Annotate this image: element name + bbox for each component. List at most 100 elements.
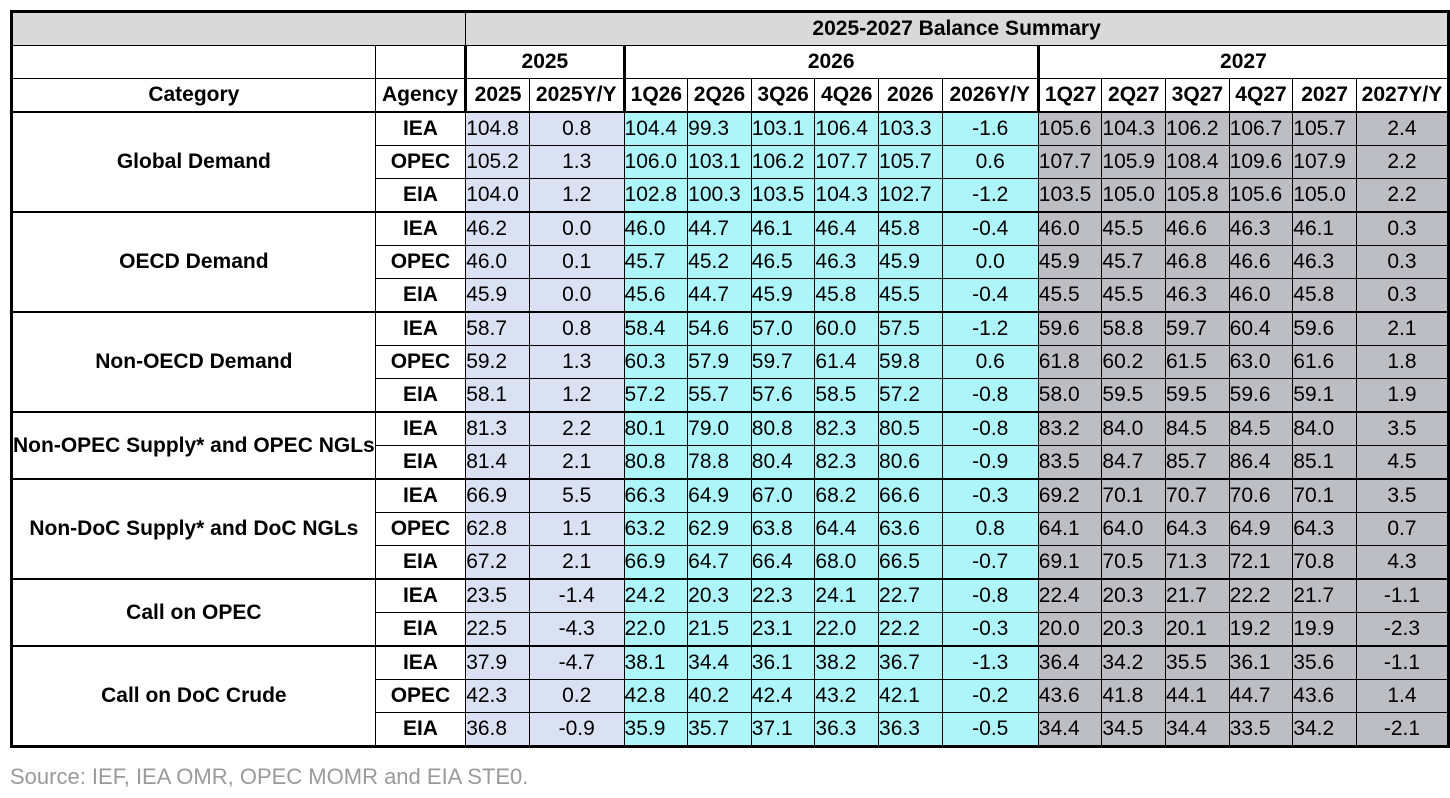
value-cell: 59.1 <box>1292 378 1357 413</box>
value-cell: 4.3 <box>1355 545 1450 580</box>
value-cell: 44.1 <box>1165 679 1230 713</box>
value-cell: 83.5 <box>1037 445 1103 480</box>
value-cell: 0.0 <box>528 211 625 246</box>
value-cell: 4.5 <box>1355 445 1450 480</box>
column-header: 4Q26 <box>814 78 880 113</box>
value-cell: 105.6 <box>1037 111 1103 146</box>
value-cell: 20.1 <box>1165 612 1230 647</box>
agency-cell: OPEC <box>374 512 467 546</box>
value-cell: 61.6 <box>1292 345 1357 379</box>
column-header: 2Q26 <box>687 78 752 113</box>
value-cell: 64.4 <box>814 512 880 546</box>
value-cell: 46.0 <box>1228 278 1294 313</box>
value-cell: 23.1 <box>750 612 816 647</box>
column-header: Agency <box>374 78 468 113</box>
column-header: 2025 <box>465 78 530 113</box>
value-cell: 38.2 <box>814 645 880 680</box>
value-cell: 20.0 <box>1037 612 1103 647</box>
value-cell: 67.0 <box>750 478 816 513</box>
value-cell: 66.6 <box>878 478 943 513</box>
value-cell: 64.1 <box>1037 512 1103 546</box>
value-cell: 84.5 <box>1228 411 1294 446</box>
table-row: Call on DoC Crude IEA 37.9 -4.7 38.1 34.4 36.1… <box>11 645 1450 747</box>
value-cell: 71.3 <box>1165 545 1230 580</box>
value-cell: 0.6 <box>941 145 1039 179</box>
value-cell: 42.8 <box>623 679 689 713</box>
value-cell: 64.7 <box>687 545 752 580</box>
value-cell: 70.5 <box>1101 545 1167 580</box>
value-cell: 85.1 <box>1292 445 1357 480</box>
value-cell: 105.0 <box>1292 178 1357 213</box>
value-cell: 58.8 <box>1101 311 1167 346</box>
value-cell: 103.1 <box>750 111 816 146</box>
value-cell: 64.3 <box>1292 512 1357 546</box>
value-cell: 63.8 <box>750 512 816 546</box>
value-cell: -1.2 <box>941 178 1039 213</box>
value-cell: 1.3 <box>528 345 625 379</box>
value-cell: 80.8 <box>623 445 689 480</box>
agency-cell: IEA <box>374 478 467 513</box>
value-cell: 45.6 <box>623 278 689 313</box>
value-cell: 46.0 <box>623 211 689 246</box>
value-cell: 68.2 <box>814 478 880 513</box>
value-cell: 2.4 <box>1355 111 1450 146</box>
value-cell: 41.8 <box>1101 679 1167 713</box>
value-cell: 78.8 <box>687 445 752 480</box>
value-cell: 1.1 <box>528 512 625 546</box>
agency-cell: EIA <box>374 545 467 580</box>
value-cell: 68.0 <box>814 545 880 580</box>
value-cell: -1.1 <box>1355 578 1450 613</box>
column-header: 2026Y/Y <box>941 78 1040 113</box>
table-title: 2025-2027 Balance Summary <box>465 11 1449 46</box>
value-cell: 64.3 <box>1165 512 1230 546</box>
value-cell: 61.5 <box>1165 345 1230 379</box>
agency-cell: IEA <box>374 211 467 246</box>
value-cell: 104.8 <box>465 111 530 146</box>
value-cell: 0.8 <box>528 111 625 146</box>
value-cell: 22.5 <box>465 612 530 647</box>
table-row: OPEC 46.0 0.1 45.7 45.2 46.5 46.3 45.9 0.0 45.9 45… <box>12 245 1450 279</box>
value-cell: 46.8 <box>1165 245 1230 279</box>
value-cell: 0.6 <box>941 345 1039 379</box>
value-cell: 43.6 <box>1037 679 1103 713</box>
value-cell: 72.1 <box>1228 545 1294 580</box>
value-cell: 46.0 <box>1037 211 1103 246</box>
value-cell: 63.0 <box>1228 345 1294 379</box>
table-row: OPEC 105.2 1.3 106.0 103.1 106.2 107.7 105.7 0.6… <box>12 145 1450 179</box>
value-cell: 46.3 <box>1228 211 1294 246</box>
value-cell: 106.4 <box>814 111 880 146</box>
table-body: Global Demand IEA 104.8 0.8 104.4 99.3 103.1 10… <box>11 111 1450 747</box>
value-cell: 3.5 <box>1355 411 1450 446</box>
value-cell: 57.9 <box>687 345 752 379</box>
value-cell: 46.0 <box>465 245 530 279</box>
value-cell: 45.9 <box>465 278 530 313</box>
value-cell: 60.2 <box>1101 345 1167 379</box>
value-cell: 19.2 <box>1228 612 1294 647</box>
value-cell: 60.4 <box>1228 311 1294 346</box>
value-cell: -1.3 <box>941 645 1039 680</box>
category-cell: Non-OPEC Supply* and OPEC NGLs <box>11 411 376 480</box>
agency-cell: EIA <box>374 178 467 213</box>
value-cell: 109.6 <box>1228 145 1294 179</box>
table-row: EIA 36.8 -0.9 35.9 35.7 37.1 36.3 36.3 -0.5 34.4 3… <box>12 712 1450 747</box>
year-header-blank-category <box>11 45 376 79</box>
value-cell: 107.7 <box>1037 145 1103 179</box>
value-cell: 80.1 <box>623 411 689 446</box>
table-row: OPEC 62.8 1.1 63.2 62.9 63.8 64.4 63.6 0.8 64.1 64… <box>12 512 1450 546</box>
value-cell: 104.3 <box>1101 111 1167 146</box>
value-cell: 46.3 <box>814 245 880 279</box>
value-cell: 66.3 <box>623 478 689 513</box>
value-cell: 59.5 <box>1101 378 1167 413</box>
value-cell: -0.4 <box>941 278 1039 313</box>
column-header: 2027Y/Y <box>1355 78 1450 113</box>
value-cell: 55.7 <box>687 378 752 413</box>
value-cell: 105.6 <box>1228 178 1294 213</box>
year-header-2025: 2025 <box>465 45 626 79</box>
table-row: OPEC 59.2 1.3 60.3 57.9 59.7 61.4 59.8 0.6 61.8 60… <box>12 345 1450 379</box>
value-cell: 106.0 <box>623 145 689 179</box>
value-cell: 59.2 <box>465 345 530 379</box>
value-cell: -0.3 <box>941 612 1039 647</box>
value-cell: 86.4 <box>1228 445 1294 480</box>
value-cell: 24.2 <box>623 578 689 613</box>
value-cell: 85.7 <box>1165 445 1230 480</box>
